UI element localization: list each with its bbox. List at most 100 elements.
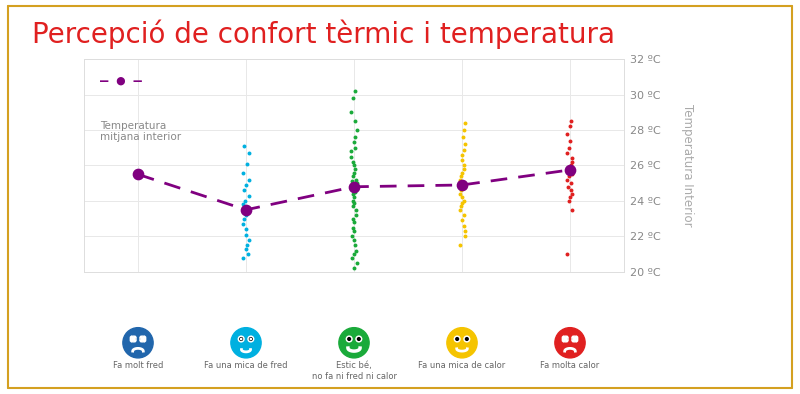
Circle shape <box>238 336 244 342</box>
Point <box>344 153 357 160</box>
Point <box>455 173 468 179</box>
Point <box>566 155 578 162</box>
Point <box>561 130 574 137</box>
Point <box>350 206 362 213</box>
Point <box>346 224 359 230</box>
Point <box>240 231 253 238</box>
Point <box>350 247 362 254</box>
Point <box>454 191 466 197</box>
Point <box>237 255 250 261</box>
Point <box>238 198 251 204</box>
Point <box>240 160 253 167</box>
Point <box>455 169 468 176</box>
Point <box>237 169 250 176</box>
Point <box>458 146 470 152</box>
Point <box>563 169 576 176</box>
Circle shape <box>555 328 585 358</box>
Point <box>347 182 360 188</box>
Point <box>564 123 577 130</box>
Point <box>346 187 359 193</box>
Point <box>347 169 360 176</box>
Point <box>348 139 361 145</box>
Circle shape <box>466 338 468 340</box>
Circle shape <box>142 338 144 340</box>
Point <box>349 134 362 140</box>
Point <box>566 159 578 165</box>
Point <box>347 159 360 165</box>
Point <box>347 228 360 234</box>
Circle shape <box>358 338 360 340</box>
Point <box>458 120 471 126</box>
Point <box>562 198 575 204</box>
Point <box>242 177 255 183</box>
Circle shape <box>572 336 578 342</box>
Point <box>455 152 468 158</box>
Point <box>347 185 360 191</box>
Circle shape <box>464 336 470 342</box>
Point <box>239 205 252 211</box>
Text: Percepció de confort tèrmic i temperatura: Percepció de confort tèrmic i temperatur… <box>32 20 615 49</box>
Point <box>347 184 360 190</box>
Point <box>563 145 576 151</box>
Circle shape <box>132 338 134 340</box>
Point <box>350 260 363 266</box>
Circle shape <box>456 338 458 340</box>
Text: Estic bé,
no fa ni fred ni calor: Estic bé, no fa ni fred ni calor <box>311 361 397 381</box>
Circle shape <box>447 328 477 358</box>
Circle shape <box>250 338 252 340</box>
Point <box>454 187 467 193</box>
Point <box>347 237 360 243</box>
Point <box>346 233 358 240</box>
Point <box>454 177 466 183</box>
Circle shape <box>250 338 251 340</box>
Point <box>237 221 250 227</box>
Point <box>349 118 362 124</box>
Point <box>350 127 363 133</box>
Point <box>240 206 253 213</box>
Point <box>562 173 575 179</box>
Circle shape <box>240 338 242 340</box>
Point <box>454 206 466 213</box>
Point <box>458 127 470 133</box>
Point <box>458 228 471 234</box>
Circle shape <box>348 338 350 340</box>
Point <box>242 237 255 243</box>
Point <box>350 212 362 218</box>
Point <box>562 184 574 190</box>
Text: Temperatura
mitjana interior: Temperatura mitjana interior <box>100 121 182 142</box>
Point <box>563 138 576 144</box>
Point <box>455 217 468 224</box>
Circle shape <box>231 328 261 358</box>
Point <box>239 245 252 252</box>
Point <box>347 219 360 225</box>
Circle shape <box>241 338 242 340</box>
Point <box>346 178 358 184</box>
Point <box>346 95 359 101</box>
Point <box>456 157 469 163</box>
Point <box>239 182 252 188</box>
Point <box>565 162 578 169</box>
Point <box>241 208 254 215</box>
Point <box>566 171 578 177</box>
Point <box>242 206 254 213</box>
Point <box>561 251 574 257</box>
Point <box>346 203 359 209</box>
Point <box>454 184 467 190</box>
Point <box>455 194 468 201</box>
Point <box>348 162 361 169</box>
Point <box>346 216 359 222</box>
Point <box>242 192 255 199</box>
Circle shape <box>454 336 460 342</box>
Point <box>242 251 254 257</box>
Text: Fa molt fred: Fa molt fred <box>113 361 163 370</box>
Point <box>456 182 469 188</box>
Point <box>240 226 253 232</box>
Point <box>346 191 359 197</box>
Point <box>349 189 362 195</box>
Point <box>349 242 362 248</box>
Point <box>345 148 358 154</box>
Point <box>242 150 255 156</box>
Point <box>564 118 577 124</box>
Point <box>346 198 359 204</box>
Point <box>458 141 471 147</box>
